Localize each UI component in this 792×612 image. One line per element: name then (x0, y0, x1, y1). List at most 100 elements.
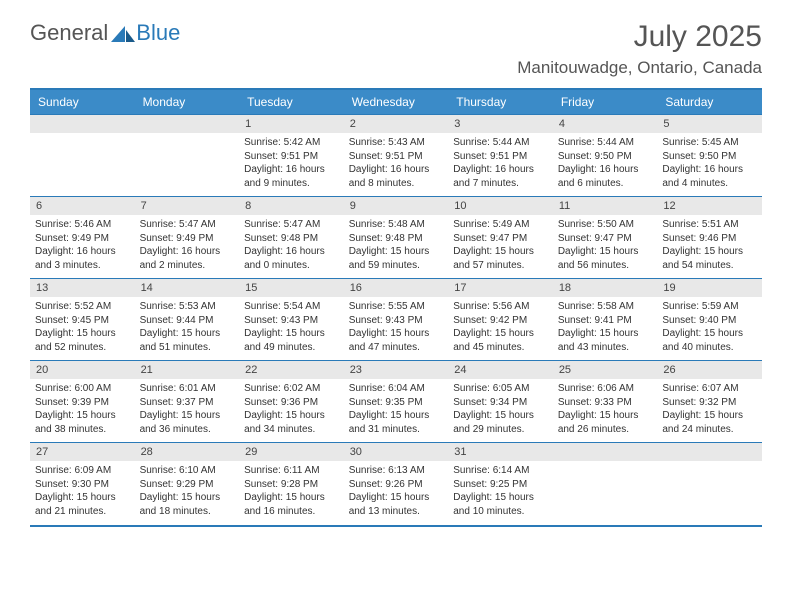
day-number: 14 (135, 279, 240, 297)
day-content: Sunrise: 5:52 AMSunset: 9:45 PMDaylight:… (30, 297, 135, 359)
day-number: 12 (657, 197, 762, 215)
day-content: Sunrise: 5:48 AMSunset: 9:48 PMDaylight:… (344, 215, 449, 277)
day-number: 8 (239, 197, 344, 215)
day-number: 2 (344, 115, 449, 133)
day-cell: 3Sunrise: 5:44 AMSunset: 9:51 PMDaylight… (448, 115, 553, 197)
day-cell: 29Sunrise: 6:11 AMSunset: 9:28 PMDayligh… (239, 443, 344, 525)
day-number-empty (30, 115, 135, 133)
day-cell: 21Sunrise: 6:01 AMSunset: 9:37 PMDayligh… (135, 361, 240, 443)
page-header: General Blue July 2025 Manitouwadge, Ont… (30, 20, 762, 78)
location-text: Manitouwadge, Ontario, Canada (517, 58, 762, 78)
day-number: 24 (448, 361, 553, 379)
day-cell: 18Sunrise: 5:58 AMSunset: 9:41 PMDayligh… (553, 279, 658, 361)
day-number: 29 (239, 443, 344, 461)
day-content: Sunrise: 6:11 AMSunset: 9:28 PMDaylight:… (239, 461, 344, 523)
day-number-empty (657, 443, 762, 461)
day-cell (657, 443, 762, 525)
day-cell: 24Sunrise: 6:05 AMSunset: 9:34 PMDayligh… (448, 361, 553, 443)
day-content: Sunrise: 5:43 AMSunset: 9:51 PMDaylight:… (344, 133, 449, 195)
day-content: Sunrise: 5:58 AMSunset: 9:41 PMDaylight:… (553, 297, 658, 359)
day-number: 27 (30, 443, 135, 461)
day-cell: 23Sunrise: 6:04 AMSunset: 9:35 PMDayligh… (344, 361, 449, 443)
day-cell: 25Sunrise: 6:06 AMSunset: 9:33 PMDayligh… (553, 361, 658, 443)
day-cell: 22Sunrise: 6:02 AMSunset: 9:36 PMDayligh… (239, 361, 344, 443)
logo-triangle-icon (111, 24, 135, 42)
day-cell: 31Sunrise: 6:14 AMSunset: 9:25 PMDayligh… (448, 443, 553, 525)
calendar-body: 1Sunrise: 5:42 AMSunset: 9:51 PMDaylight… (30, 115, 762, 525)
day-number: 22 (239, 361, 344, 379)
day-content: Sunrise: 5:47 AMSunset: 9:48 PMDaylight:… (239, 215, 344, 277)
header-wednesday: Wednesday (344, 89, 449, 115)
day-cell: 19Sunrise: 5:59 AMSunset: 9:40 PMDayligh… (657, 279, 762, 361)
header-saturday: Saturday (657, 89, 762, 115)
day-number: 6 (30, 197, 135, 215)
day-number: 10 (448, 197, 553, 215)
day-number: 4 (553, 115, 658, 133)
day-number-empty (135, 115, 240, 133)
header-tuesday: Tuesday (239, 89, 344, 115)
day-content: Sunrise: 6:07 AMSunset: 9:32 PMDaylight:… (657, 379, 762, 441)
month-title: July 2025 (517, 20, 762, 54)
week-row: 6Sunrise: 5:46 AMSunset: 9:49 PMDaylight… (30, 197, 762, 279)
day-cell: 26Sunrise: 6:07 AMSunset: 9:32 PMDayligh… (657, 361, 762, 443)
day-cell: 6Sunrise: 5:46 AMSunset: 9:49 PMDaylight… (30, 197, 135, 279)
day-content: Sunrise: 5:49 AMSunset: 9:47 PMDaylight:… (448, 215, 553, 277)
week-row: 13Sunrise: 5:52 AMSunset: 9:45 PMDayligh… (30, 279, 762, 361)
day-content: Sunrise: 6:14 AMSunset: 9:25 PMDaylight:… (448, 461, 553, 523)
day-content: Sunrise: 5:56 AMSunset: 9:42 PMDaylight:… (448, 297, 553, 359)
day-number: 16 (344, 279, 449, 297)
day-number: 5 (657, 115, 762, 133)
header-thursday: Thursday (448, 89, 553, 115)
calendar-table: Sunday Monday Tuesday Wednesday Thursday… (30, 88, 762, 525)
day-cell (30, 115, 135, 197)
day-cell: 27Sunrise: 6:09 AMSunset: 9:30 PMDayligh… (30, 443, 135, 525)
day-cell: 9Sunrise: 5:48 AMSunset: 9:48 PMDaylight… (344, 197, 449, 279)
day-number: 26 (657, 361, 762, 379)
day-cell: 7Sunrise: 5:47 AMSunset: 9:49 PMDaylight… (135, 197, 240, 279)
header-friday: Friday (553, 89, 658, 115)
day-content: Sunrise: 6:06 AMSunset: 9:33 PMDaylight:… (553, 379, 658, 441)
day-content: Sunrise: 5:53 AMSunset: 9:44 PMDaylight:… (135, 297, 240, 359)
title-area: July 2025 Manitouwadge, Ontario, Canada (517, 20, 762, 78)
day-number: 15 (239, 279, 344, 297)
day-content: Sunrise: 5:50 AMSunset: 9:47 PMDaylight:… (553, 215, 658, 277)
day-number: 19 (657, 279, 762, 297)
header-sunday: Sunday (30, 89, 135, 115)
day-cell: 10Sunrise: 5:49 AMSunset: 9:47 PMDayligh… (448, 197, 553, 279)
day-cell: 30Sunrise: 6:13 AMSunset: 9:26 PMDayligh… (344, 443, 449, 525)
day-cell: 5Sunrise: 5:45 AMSunset: 9:50 PMDaylight… (657, 115, 762, 197)
week-row: 20Sunrise: 6:00 AMSunset: 9:39 PMDayligh… (30, 361, 762, 443)
day-content: Sunrise: 6:13 AMSunset: 9:26 PMDaylight:… (344, 461, 449, 523)
day-number: 30 (344, 443, 449, 461)
day-cell: 12Sunrise: 5:51 AMSunset: 9:46 PMDayligh… (657, 197, 762, 279)
day-content: Sunrise: 6:09 AMSunset: 9:30 PMDaylight:… (30, 461, 135, 523)
day-cell: 8Sunrise: 5:47 AMSunset: 9:48 PMDaylight… (239, 197, 344, 279)
day-cell: 11Sunrise: 5:50 AMSunset: 9:47 PMDayligh… (553, 197, 658, 279)
week-row: 27Sunrise: 6:09 AMSunset: 9:30 PMDayligh… (30, 443, 762, 525)
day-content: Sunrise: 6:04 AMSunset: 9:35 PMDaylight:… (344, 379, 449, 441)
day-header-row: Sunday Monday Tuesday Wednesday Thursday… (30, 89, 762, 115)
day-content: Sunrise: 5:47 AMSunset: 9:49 PMDaylight:… (135, 215, 240, 277)
day-content: Sunrise: 5:44 AMSunset: 9:50 PMDaylight:… (553, 133, 658, 195)
day-content: Sunrise: 5:45 AMSunset: 9:50 PMDaylight:… (657, 133, 762, 195)
header-monday: Monday (135, 89, 240, 115)
day-content: Sunrise: 6:02 AMSunset: 9:36 PMDaylight:… (239, 379, 344, 441)
day-content: Sunrise: 5:46 AMSunset: 9:49 PMDaylight:… (30, 215, 135, 277)
logo-text-blue: Blue (136, 20, 180, 46)
day-number: 3 (448, 115, 553, 133)
day-number: 7 (135, 197, 240, 215)
day-cell: 2Sunrise: 5:43 AMSunset: 9:51 PMDaylight… (344, 115, 449, 197)
day-number: 18 (553, 279, 658, 297)
day-cell: 14Sunrise: 5:53 AMSunset: 9:44 PMDayligh… (135, 279, 240, 361)
day-content: Sunrise: 5:59 AMSunset: 9:40 PMDaylight:… (657, 297, 762, 359)
day-number: 17 (448, 279, 553, 297)
day-number-empty (553, 443, 658, 461)
day-content: Sunrise: 5:51 AMSunset: 9:46 PMDaylight:… (657, 215, 762, 277)
day-number: 1 (239, 115, 344, 133)
day-content: Sunrise: 6:01 AMSunset: 9:37 PMDaylight:… (135, 379, 240, 441)
calendar-container: Sunday Monday Tuesday Wednesday Thursday… (30, 88, 762, 527)
day-content: Sunrise: 5:54 AMSunset: 9:43 PMDaylight:… (239, 297, 344, 359)
day-cell: 13Sunrise: 5:52 AMSunset: 9:45 PMDayligh… (30, 279, 135, 361)
day-number: 20 (30, 361, 135, 379)
day-number: 11 (553, 197, 658, 215)
